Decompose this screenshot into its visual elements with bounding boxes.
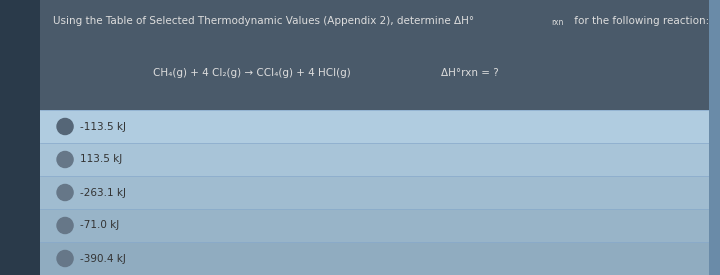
Text: for the following reaction:: for the following reaction: xyxy=(570,16,709,26)
Text: -71.0 kJ: -71.0 kJ xyxy=(80,221,119,230)
Text: 113.5 kJ: 113.5 kJ xyxy=(80,155,122,164)
Text: rxn: rxn xyxy=(552,18,564,27)
Ellipse shape xyxy=(57,218,73,233)
Text: ΔH°rxn = ?: ΔH°rxn = ? xyxy=(441,68,499,78)
Text: -113.5 kJ: -113.5 kJ xyxy=(80,122,126,131)
Ellipse shape xyxy=(57,119,73,134)
Ellipse shape xyxy=(57,251,73,266)
Text: CH₄(g) + 4 Cl₂(g) → CCl₄(g) + 4 HCl(g): CH₄(g) + 4 Cl₂(g) → CCl₄(g) + 4 HCl(g) xyxy=(153,68,351,78)
Text: -390.4 kJ: -390.4 kJ xyxy=(80,254,126,263)
Text: Using the Table of Selected Thermodynamic Values (Appendix 2), determine ΔH°: Using the Table of Selected Thermodynami… xyxy=(53,16,474,26)
Ellipse shape xyxy=(57,152,73,167)
Ellipse shape xyxy=(57,185,73,200)
Text: -263.1 kJ: -263.1 kJ xyxy=(80,188,126,197)
